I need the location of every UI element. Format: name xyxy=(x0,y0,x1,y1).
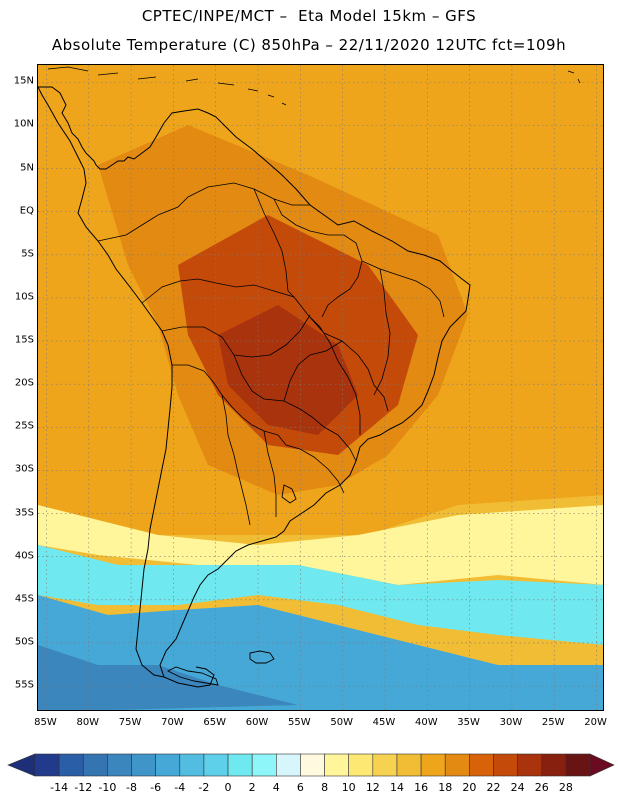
colorbar-box xyxy=(469,753,494,777)
lat-label: 25S xyxy=(14,420,34,432)
colorbar-tick-label: 22 xyxy=(486,781,501,794)
colorbar-box xyxy=(300,753,325,777)
coastlines xyxy=(38,66,581,688)
colorbar-box xyxy=(541,753,567,777)
colorbar-box xyxy=(444,753,470,777)
lon-label: 60W xyxy=(245,717,269,728)
map-frame xyxy=(37,64,604,711)
lon-label: 55W xyxy=(288,717,311,728)
colorbar-tick-label: 20 xyxy=(462,781,477,794)
lat-label: 40S xyxy=(14,550,34,562)
colorbar-tick-label: 12 xyxy=(365,781,380,794)
lon-label: 20W xyxy=(584,717,607,728)
colorbar-tick-label: -8 xyxy=(126,781,137,794)
lon-label: 85W xyxy=(34,717,57,728)
country-borders xyxy=(97,182,445,526)
lat-label: 55S xyxy=(14,679,34,691)
colorbar-box xyxy=(203,753,229,777)
lat-label: 15S xyxy=(14,334,34,346)
lat-label: 35S xyxy=(14,507,34,519)
colorbar-box xyxy=(517,753,543,777)
colorbar-box xyxy=(251,753,277,777)
lon-label: 45W xyxy=(372,717,396,728)
caribbean-islands xyxy=(47,66,581,106)
temperature-band-6 xyxy=(38,545,603,645)
temperature-band-4 xyxy=(218,305,358,435)
colorbar-box xyxy=(34,753,60,777)
colorbar-tick-label: -4 xyxy=(174,781,186,794)
colorbar-box xyxy=(348,753,374,777)
lat-label: 50S xyxy=(14,636,34,648)
title-line-1: CPTEC/INPE/MCT – Eta Model 15km – GFS xyxy=(141,7,477,25)
map-gridlines xyxy=(38,65,603,710)
pacific-coastline xyxy=(38,86,173,678)
colorbar-box xyxy=(227,753,253,777)
colorbar-tick-label: 10 xyxy=(341,781,356,794)
lat-label: 10S xyxy=(14,291,34,303)
lagoon xyxy=(281,484,297,504)
title-line-2: Absolute Temperature (C) 850hPa – 22/11/… xyxy=(51,36,567,54)
colorbar-tick-label: 16 xyxy=(414,781,429,794)
colorbar-box xyxy=(372,753,398,777)
colorbar-tick-label: 24 xyxy=(510,781,525,794)
lon-label: 80W xyxy=(76,717,100,728)
colorbar-tick-label: 2 xyxy=(248,781,256,794)
falklands xyxy=(249,650,275,664)
colorbar-under-arrow xyxy=(7,753,36,777)
colorbar-box xyxy=(324,753,349,777)
colorbar-tick-label: -14 xyxy=(50,781,69,794)
lon-label: 50W xyxy=(330,717,353,728)
lon-label: 25W xyxy=(541,717,565,728)
central-america-coastline xyxy=(38,86,471,688)
tierra-del-fuego xyxy=(166,666,219,686)
colorbar-box xyxy=(276,753,301,777)
colorbar-tick-label: 8 xyxy=(321,781,329,794)
colorbar-box xyxy=(493,753,518,777)
colorbar-tick-label: 4 xyxy=(272,781,280,794)
lat-label: 5S xyxy=(21,248,34,260)
lon-label: 75W xyxy=(118,717,142,728)
colorbar-box xyxy=(131,753,156,777)
colorbar-tick-label: 14 xyxy=(389,781,404,794)
colorbar-box xyxy=(420,753,446,777)
colorbar-box xyxy=(179,753,205,777)
lat-label: EQ xyxy=(19,205,34,217)
lat-label: 15N xyxy=(13,75,34,87)
colorbar-tick-label: 0 xyxy=(224,781,232,794)
temperature-map xyxy=(38,65,603,710)
colorbar-box xyxy=(565,753,591,777)
lat-label: 30S xyxy=(14,463,34,475)
lat-label: 45S xyxy=(14,593,34,605)
temperature-field xyxy=(38,65,603,710)
lat-label: 10N xyxy=(13,118,34,130)
lon-label: 70W xyxy=(161,717,184,728)
colorbar-box xyxy=(82,753,108,777)
lon-label: 40W xyxy=(414,717,438,728)
lon-label: 65W xyxy=(203,717,227,728)
colorbar-tick-label: 28 xyxy=(558,781,573,794)
colorbar-tick-label: -12 xyxy=(74,781,93,794)
temperature-band-5 xyxy=(38,505,603,585)
colorbar-box xyxy=(107,753,132,777)
colorbar-tick-label: -6 xyxy=(150,781,162,794)
temperature-band-8 xyxy=(38,645,298,710)
colorbar-tick-label: 6 xyxy=(296,781,304,794)
lon-label: 35W xyxy=(457,717,480,728)
lat-label: 5N xyxy=(20,162,34,174)
colorbar-box xyxy=(396,753,422,777)
colorbar xyxy=(7,753,615,777)
colorbar-tick-label: -2 xyxy=(198,781,210,794)
lon-label: 30W xyxy=(499,717,523,728)
colorbar-tick-label: -10 xyxy=(98,781,117,794)
colorbar-tick-label: 18 xyxy=(438,781,453,794)
colorbar-box xyxy=(58,753,84,777)
colorbar-box xyxy=(155,753,181,777)
colorbar-over-arrow xyxy=(589,753,615,777)
colorbar-tick-label: 26 xyxy=(534,781,549,794)
lat-label: 20S xyxy=(14,377,34,389)
